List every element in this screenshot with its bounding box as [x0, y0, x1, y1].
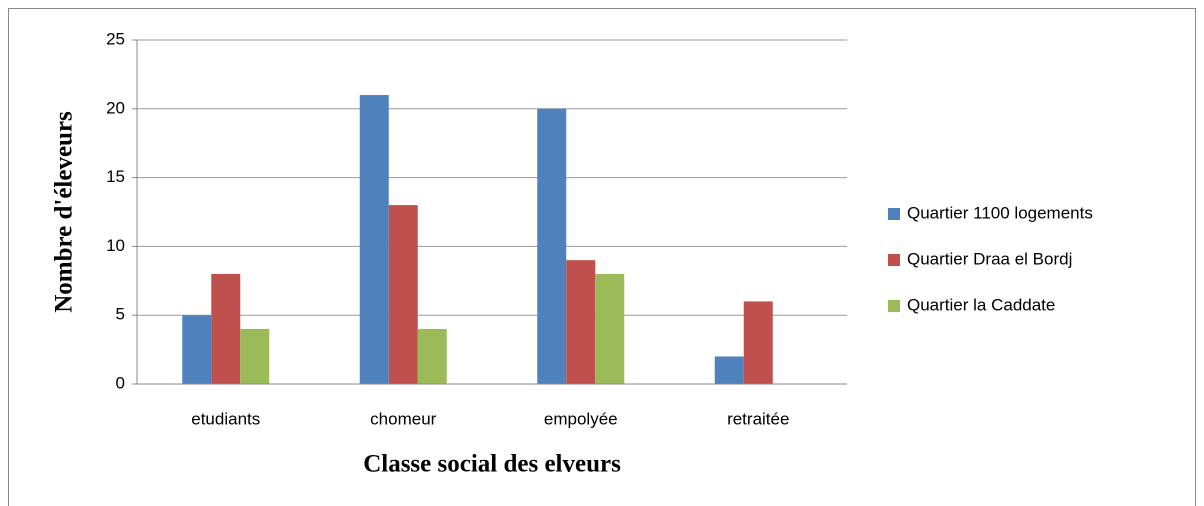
bar	[359, 95, 389, 384]
bar	[743, 301, 773, 384]
y-tick-label: 5	[116, 305, 125, 324]
y-tick-label: 20	[106, 98, 125, 117]
legend-label: Quartier 1100 logements	[907, 203, 1093, 222]
y-axis-title: Nombre d'éleveurs	[51, 111, 78, 313]
bar	[211, 273, 241, 384]
y-tick-label: 15	[106, 167, 125, 186]
chart-frame	[8, 8, 1196, 506]
bar	[566, 260, 596, 384]
x-tick-label: empolyée	[544, 409, 618, 428]
x-tick-label: etudiants	[191, 409, 260, 428]
y-tick-label: 10	[106, 236, 125, 255]
bar	[388, 205, 418, 384]
legend-swatch	[888, 208, 900, 220]
x-tick-label: chomeur	[370, 409, 436, 428]
y-tick-label: 25	[106, 29, 125, 48]
x-tick-label: retraitée	[727, 409, 789, 428]
y-tick-label: 0	[116, 373, 125, 392]
bar	[240, 328, 270, 384]
x-axis-title: Classe social des elveurs	[363, 451, 621, 478]
legend-label: Quartier Draa el Bordj	[907, 249, 1072, 268]
bar	[714, 356, 744, 384]
legend-swatch	[888, 254, 900, 266]
bar	[537, 108, 567, 385]
bar	[182, 315, 212, 384]
legend-label: Quartier la Caddate	[907, 295, 1055, 314]
bar	[595, 273, 625, 384]
legend-swatch	[888, 300, 900, 312]
bar	[417, 328, 447, 384]
